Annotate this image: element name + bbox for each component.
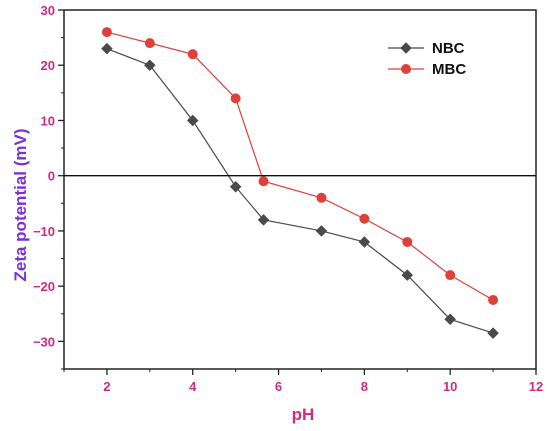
- data-point-nbc: [229, 180, 242, 193]
- x-tick-label: 6: [275, 379, 282, 394]
- legend-label-nbc: NBC: [432, 40, 465, 57]
- y-tick-label: 0: [48, 169, 55, 184]
- data-point-nbc: [401, 269, 414, 281]
- legend: NBC MBC: [388, 40, 466, 78]
- axes: [58, 9, 537, 375]
- series-lines: [106, 31, 494, 334]
- y-tick-label: −10: [33, 224, 55, 239]
- series-line-nbc: [106, 48, 494, 334]
- series-markers: [101, 27, 499, 339]
- x-axis-title: pH: [292, 405, 315, 424]
- data-point-mbc: [144, 38, 155, 49]
- data-point-nbc: [144, 59, 156, 71]
- plot-frame: [63, 9, 537, 370]
- data-point-nbc: [186, 114, 199, 127]
- data-point-mbc: [230, 93, 241, 104]
- data-point-mbc: [359, 213, 370, 224]
- y-tick-label: 20: [41, 58, 55, 73]
- series-line-mbc: [106, 31, 494, 301]
- x-tick-label: 4: [189, 379, 197, 394]
- y-axis-title: Zeta potential (mV): [11, 128, 30, 281]
- y-tick-label: −20: [33, 279, 55, 294]
- x-tick-label: 8: [361, 379, 368, 394]
- data-point-mbc: [488, 294, 499, 305]
- tick-labels: 2 4 6 8 10 12 30 20 10 0 −10 −20 −30: [33, 3, 543, 394]
- legend-marker-nbc: [400, 42, 412, 54]
- legend-marker-mbc: [400, 64, 411, 75]
- data-point-mbc: [101, 27, 112, 38]
- y-tick-label: 10: [41, 113, 55, 128]
- data-point-mbc: [402, 236, 413, 247]
- data-point-nbc: [444, 313, 456, 326]
- data-point-mbc: [187, 49, 198, 60]
- data-point-nbc: [315, 225, 328, 237]
- data-point-mbc: [445, 270, 456, 281]
- x-tick-label: 10: [443, 379, 457, 394]
- data-point-mbc: [258, 176, 269, 187]
- data-point-mbc: [316, 192, 327, 203]
- x-tick-label: 2: [103, 379, 110, 394]
- data-point-nbc: [257, 214, 270, 226]
- data-point-nbc: [487, 327, 499, 339]
- y-tick-label: −30: [33, 334, 55, 349]
- y-tick-label: 30: [41, 3, 55, 18]
- legend-label-mbc: MBC: [432, 61, 466, 78]
- data-point-nbc: [101, 42, 113, 55]
- x-tick-label: 12: [529, 379, 543, 394]
- data-point-nbc: [358, 236, 371, 248]
